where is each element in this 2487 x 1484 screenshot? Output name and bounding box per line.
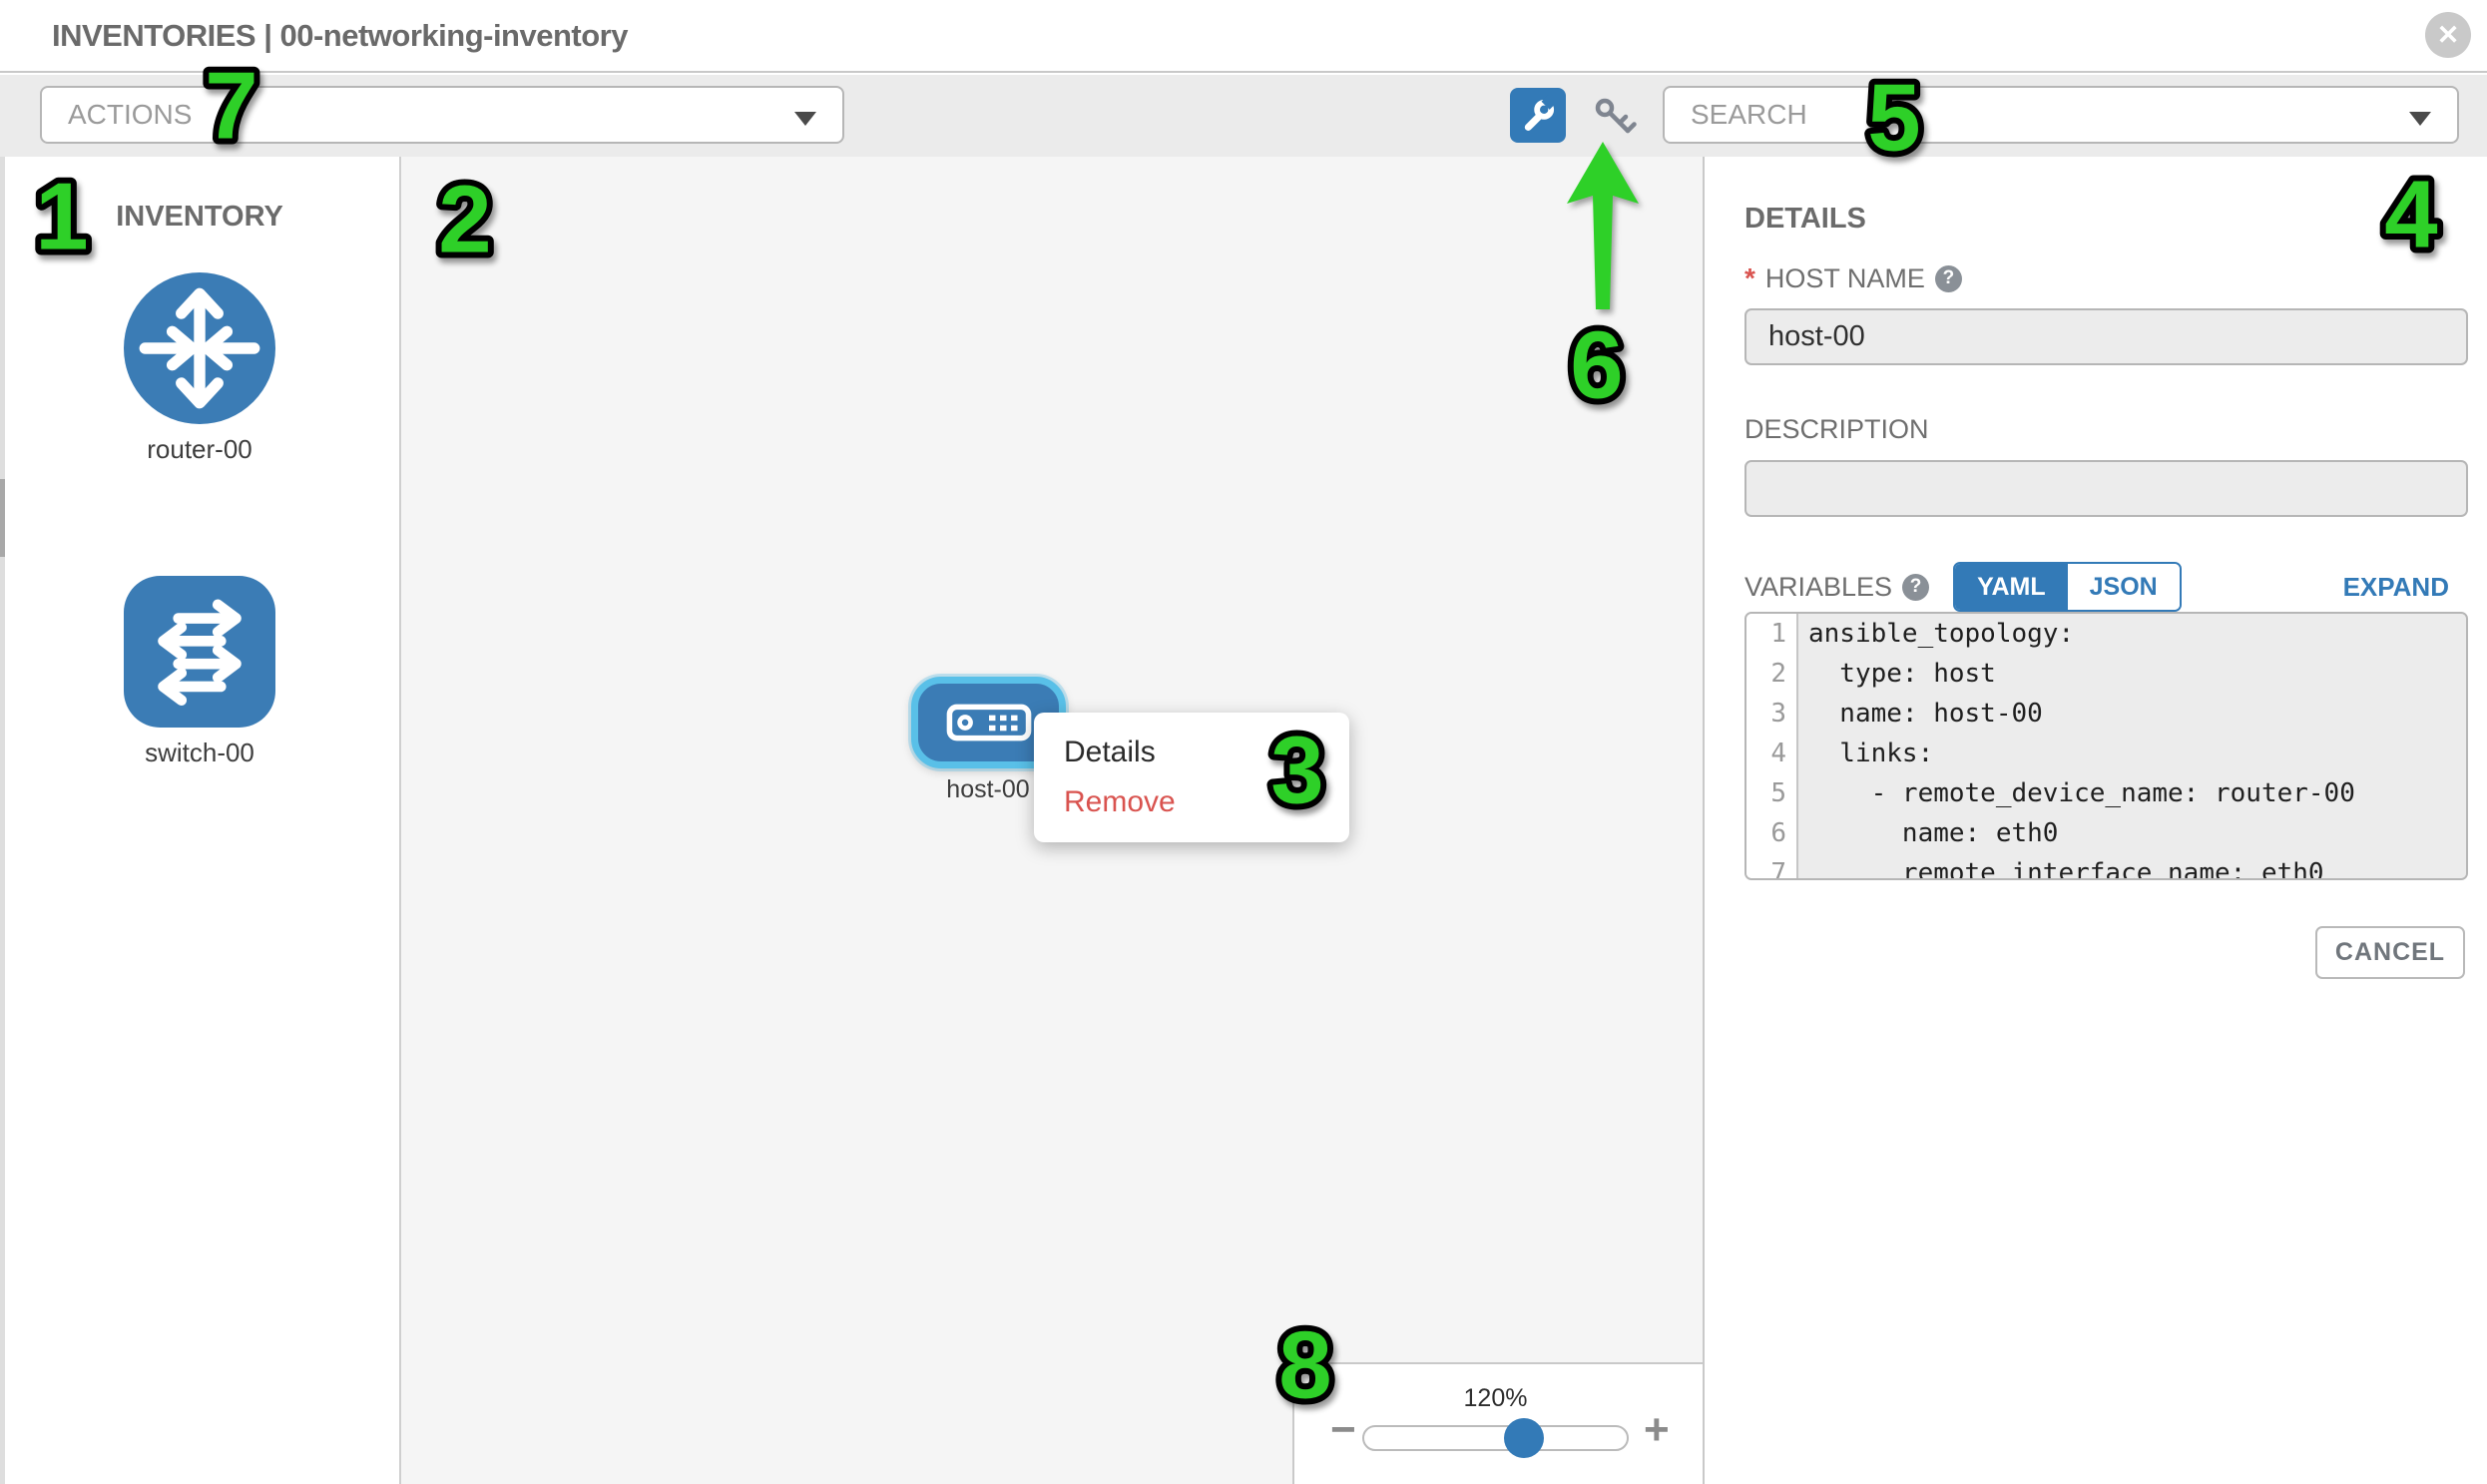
variables-label: VARIABLES — [1744, 571, 1893, 602]
line-code: name: eth0 — [1798, 813, 2466, 853]
header-bar: INVENTORIES | 00-networking-inventory ✕ — [0, 0, 2487, 73]
line-number: 6 — [1746, 813, 1798, 853]
required-marker: * — [1744, 262, 1755, 293]
variables-row: VARIABLES ? YAML JSON EXPAND — [1744, 562, 2449, 612]
key-button[interactable] — [1585, 91, 1647, 143]
description-label-row: DESCRIPTION — [1744, 414, 1929, 445]
router-label: router-00 — [147, 434, 252, 464]
description-label: DESCRIPTION — [1744, 414, 1929, 444]
editor-line: 1 ansible_topology: — [1746, 614, 2466, 654]
help-icon[interactable]: ? — [1934, 264, 1962, 292]
variables-code-editor[interactable]: 1 ansible_topology: 2 type: host 3 name: … — [1744, 612, 2468, 880]
line-number: 1 — [1746, 614, 1798, 654]
host-name-label: HOST NAME — [1764, 262, 1925, 293]
yaml-toggle-button[interactable]: YAML — [1955, 564, 2068, 610]
editor-line: 3 name: host-00 — [1746, 694, 2466, 734]
key-icon — [1595, 98, 1637, 134]
zoom-out-button[interactable]: − — [1330, 1405, 1356, 1454]
switch-icon — [124, 576, 275, 728]
chevron-down-icon — [2409, 112, 2431, 126]
inventory-sidebar: INVENTORY router-00 switch-00 — [0, 157, 401, 1484]
description-field[interactable] — [1744, 460, 2468, 517]
line-code: - remote_device_name: router-00 — [1798, 773, 2466, 813]
chevron-down-icon — [794, 112, 816, 126]
line-code: name: host-00 — [1798, 694, 2466, 734]
router-icon — [124, 272, 275, 424]
expand-link[interactable]: EXPAND — [2342, 571, 2449, 602]
menu-item-details[interactable]: Details — [1064, 736, 1156, 768]
line-code: ansible_topology: — [1798, 614, 2466, 654]
editor-line: 6 name: eth0 — [1746, 813, 2466, 853]
zoom-slider-handle[interactable] — [1504, 1418, 1544, 1458]
wrench-icon — [1524, 94, 1557, 131]
help-icon[interactable]: ? — [1902, 573, 1930, 601]
editor-line: 4 links: — [1746, 734, 2466, 773]
tools-button[interactable] — [1510, 88, 1566, 143]
sidebar-title: INVENTORY — [116, 201, 283, 233]
json-toggle-button[interactable]: JSON — [2067, 564, 2180, 610]
sidebar-scrollbar-track — [0, 157, 5, 1484]
zoom-level-label: 120% — [1463, 1384, 1528, 1412]
host-icon — [946, 704, 1031, 742]
cancel-button[interactable]: CANCEL — [2315, 926, 2465, 979]
menu-item-remove[interactable]: Remove — [1064, 785, 1176, 818]
line-number: 7 — [1746, 853, 1798, 878]
line-code: type: host — [1798, 654, 2466, 694]
search-dropdown[interactable]: SEARCH — [1663, 86, 2459, 144]
line-number: 3 — [1746, 694, 1798, 734]
host-name-label-row: * HOST NAME ? — [1744, 262, 1962, 294]
actions-dropdown[interactable]: ACTIONS — [40, 86, 844, 144]
close-icon: ✕ — [2436, 19, 2460, 50]
zoom-in-button[interactable]: + — [1644, 1405, 1670, 1454]
editor-line: 2 type: host — [1746, 654, 2466, 694]
search-dropdown-label: SEARCH — [1691, 99, 1807, 130]
page-title: INVENTORIES | 00-networking-inventory — [52, 18, 628, 53]
topology-canvas[interactable]: host-00 Details Remove 120% − + — [401, 157, 1703, 1484]
zoom-slider-track[interactable] — [1362, 1418, 1629, 1458]
actions-dropdown-label: ACTIONS — [68, 99, 193, 130]
line-number: 5 — [1746, 773, 1798, 813]
sidebar-item-router[interactable]: router-00 — [0, 272, 399, 465]
line-number: 4 — [1746, 734, 1798, 773]
editor-line: 5 - remote_device_name: router-00 — [1746, 773, 2466, 813]
sidebar-item-switch[interactable]: switch-00 — [0, 576, 399, 768]
switch-label: switch-00 — [145, 738, 254, 767]
close-button[interactable]: ✕ — [2425, 12, 2471, 58]
line-code: remote_interface_name: eth0 — [1798, 853, 2466, 878]
toolbar: ACTIONS SEARCH — [0, 75, 2487, 157]
details-title: DETAILS — [1744, 203, 1866, 235]
host-node-label: host-00 — [946, 775, 1030, 803]
variables-format-toggle: YAML JSON — [1953, 562, 2182, 612]
host-name-field[interactable] — [1744, 308, 2468, 365]
zoom-control: 120% − + — [1292, 1362, 1703, 1484]
line-code: links: — [1798, 734, 2466, 773]
line-number: 2 — [1746, 654, 1798, 694]
details-panel: DETAILS * HOST NAME ? DESCRIPTION VARIAB… — [1703, 157, 2487, 1484]
sidebar-scrollbar-thumb[interactable] — [0, 479, 5, 557]
editor-line: 7 remote_interface_name: eth0 — [1746, 853, 2466, 878]
node-context-menu: Details Remove — [1034, 713, 1349, 842]
